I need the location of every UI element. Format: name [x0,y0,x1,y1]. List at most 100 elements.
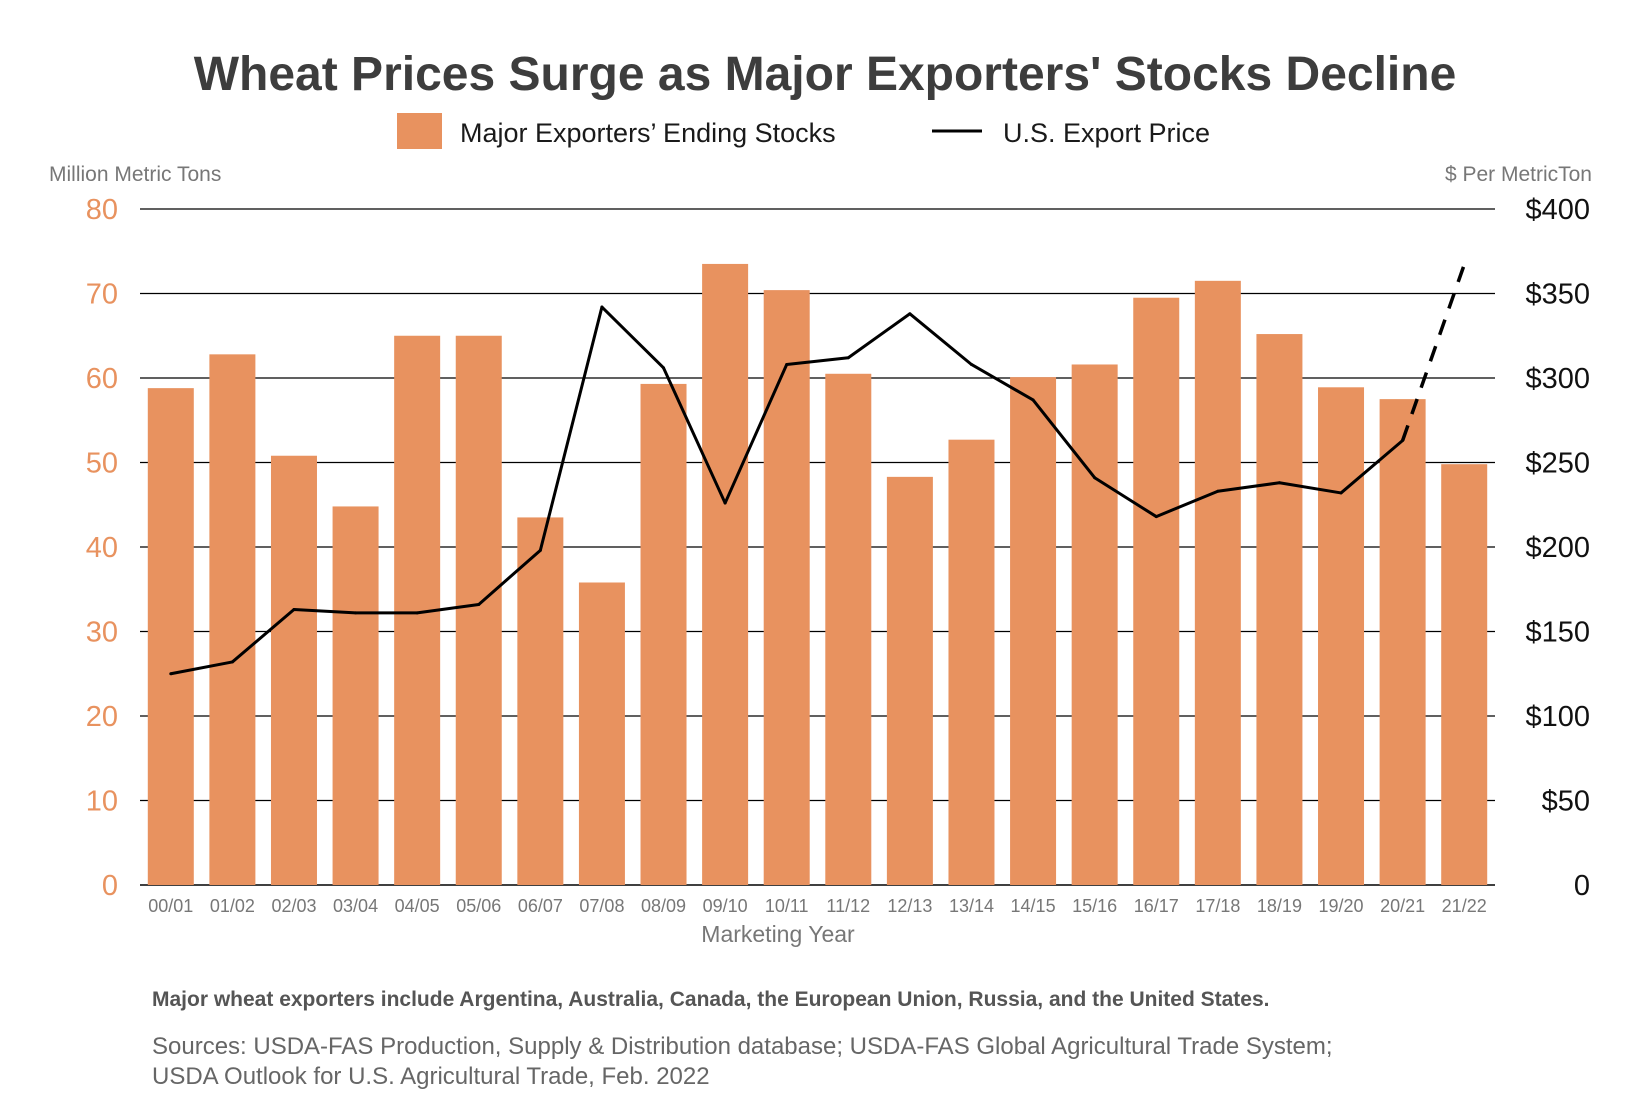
price-point [846,356,850,360]
price-point [723,501,727,505]
price-line-group [169,264,1466,676]
legend-line-label: U.S. Export Price [1003,118,1210,148]
sources: Sources: USDA-FAS Production, Supply & D… [152,1032,1333,1092]
bar-03/04 [332,506,379,885]
bar-15/16 [1071,364,1118,886]
legend-bar-label: Major Exporters’ Ending Stocks [460,118,836,148]
x-tick-label: 06/07 [518,896,563,916]
x-tick-label: 12/13 [887,896,932,916]
x-tick-label: 15/16 [1072,896,1117,916]
left-axis: 0 10 20 30 40 50 60 70 80 [86,194,118,902]
legend-bar-swatch [397,113,442,149]
sources-line-1: Sources: USDA-FAS Production, Supply & D… [152,1033,1333,1060]
right-tick-label: 0 [1574,870,1590,902]
bar-07/08 [578,582,625,885]
bar-17/18 [1194,280,1241,885]
x-tick-label: 03/04 [333,896,378,916]
bar-01/02 [209,354,256,886]
right-tick-label: $50 [1542,786,1590,818]
price-point [477,602,481,606]
x-tick-label: 13/14 [949,896,994,916]
x-axis: 00/01 01/02 02/03 03/04 04/05 05/06 06/07 07/08… [148,896,1486,916]
sources-line-2: USDA Outlook for U.S. Agricultural Trade… [152,1063,710,1090]
price-point [1093,476,1097,480]
x-tick-label: 21/22 [1442,896,1487,916]
bar-06/07 [517,517,564,885]
price-point [169,672,173,676]
x-axis-title: Marketing Year [701,921,855,947]
x-tick-label: 09/10 [703,896,748,916]
right-tick-label: $300 [1525,363,1590,395]
x-tick-label: 01/02 [210,896,255,916]
x-tick-label: 10/11 [765,896,809,916]
right-axis: 0 $50 $100 $150 $200 $250 $300 $350 $400 [1525,194,1590,902]
legend: Major Exporters’ Ending Stocks U.S. Expo… [397,113,1210,149]
bar-00/01 [147,388,194,885]
x-tick-label: 14/15 [1011,896,1056,916]
left-tick-label: 50 [86,448,118,480]
left-tick-label: 10 [86,786,118,818]
bar-20/21 [1379,399,1426,885]
left-tick-label: 40 [86,532,118,564]
bar-16/17 [1133,297,1180,886]
price-point [1216,489,1220,493]
x-tick-label: 05/06 [456,896,501,916]
left-tick-label: 60 [86,363,118,395]
price-point [230,660,234,664]
price-point [662,366,666,370]
left-tick-label: 20 [86,701,118,733]
x-tick-label: 20/21 [1380,896,1425,916]
price-point [415,611,419,615]
price-point [785,362,789,366]
right-tick-label: $250 [1525,448,1590,480]
price-point [600,305,604,309]
price-point [292,608,296,612]
bar-13/14 [948,439,995,885]
x-tick-label: 02/03 [271,896,316,916]
price-point [969,362,973,366]
price-point [1277,481,1281,485]
right-tick-label: $400 [1525,194,1590,226]
price-point [1339,491,1343,495]
bar-12/13 [886,476,933,885]
x-tick-label: 19/20 [1318,896,1363,916]
price-point [908,312,912,316]
bars [147,263,1488,886]
x-tick-label: 17/18 [1195,896,1240,916]
chart-title: Wheat Prices Surge as Major Exporters' S… [194,48,1457,101]
x-tick-label: 08/09 [641,896,686,916]
x-tick-label: 04/05 [395,896,440,916]
bar-14/15 [1010,377,1057,885]
price-point [538,548,542,552]
bar-18/19 [1256,334,1303,885]
price-point [354,611,358,615]
x-tick-label: 07/08 [579,896,624,916]
left-axis-unit: Million Metric Tons [49,163,221,186]
bar-08/09 [640,383,687,885]
left-tick-label: 80 [86,194,118,226]
price-point [1031,398,1035,402]
left-tick-label: 70 [86,279,118,311]
footnote: Major wheat exporters include Argentina,… [152,988,1270,1011]
x-tick-label: 11/12 [826,896,870,916]
right-axis-unit: $ Per MetricTon [1445,163,1592,186]
right-tick-label: $100 [1525,701,1590,733]
bar-19/20 [1318,387,1365,885]
price-projection-line [1400,264,1466,442]
x-tick-label: 16/17 [1134,896,1179,916]
bar-05/06 [455,335,502,885]
bar-02/03 [270,455,317,885]
right-tick-label: $350 [1525,279,1590,311]
bar-11/12 [825,373,872,885]
left-tick-label: 30 [86,617,118,649]
x-tick-label: 18/19 [1257,896,1302,916]
bar-10/11 [763,290,810,885]
right-tick-label: $150 [1525,617,1590,649]
right-tick-label: $200 [1525,532,1590,564]
left-tick-label: 0 [102,870,118,902]
price-point [1154,515,1158,519]
x-tick-label: 00/01 [148,896,193,916]
bar-09/10 [702,263,749,885]
bar-21/22 [1441,464,1488,885]
